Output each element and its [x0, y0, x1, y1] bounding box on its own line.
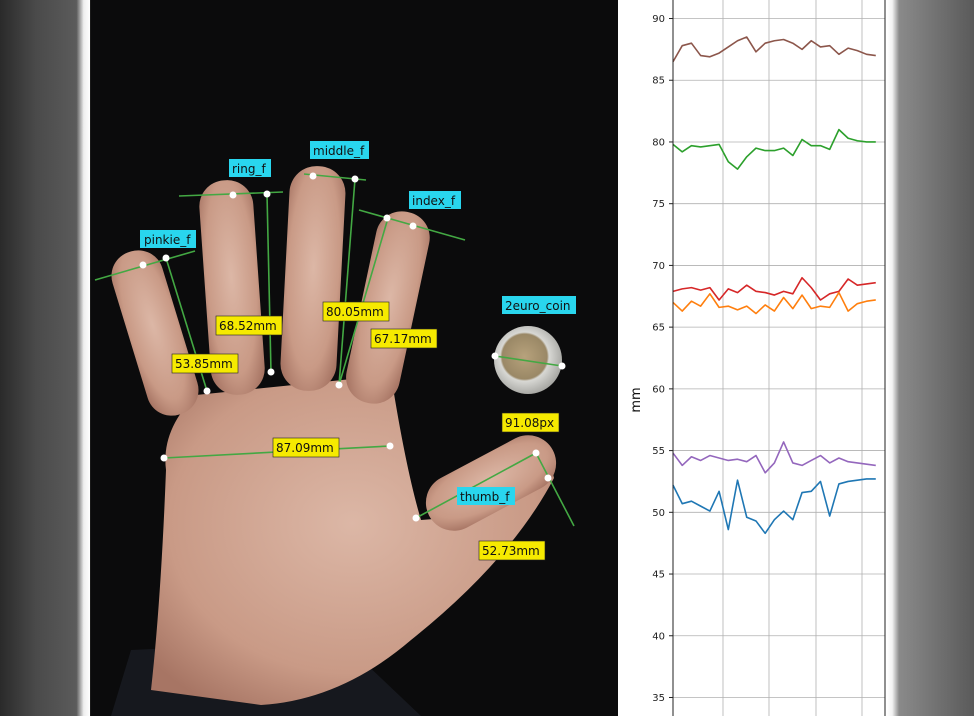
- y-tick-label: 90: [652, 14, 665, 25]
- y-tick-label: 85: [652, 76, 665, 87]
- point: [544, 474, 552, 482]
- value-box: [322, 301, 390, 322]
- palm-measure: 87.09mm: [276, 441, 334, 455]
- ring-label: ring_f: [232, 162, 266, 176]
- y-tick-label: 60: [652, 384, 665, 395]
- ring-measure: 68.52mm: [219, 319, 277, 333]
- pinkie-measure: 53.85mm: [175, 357, 233, 371]
- ring-length-line: [266, 193, 272, 373]
- thumb-base-line: [415, 452, 537, 519]
- middle-length-line: [338, 178, 356, 386]
- point: [532, 449, 540, 457]
- value-box: [215, 315, 283, 336]
- point: [491, 352, 499, 360]
- y-tick-label: 55: [652, 446, 665, 457]
- point: [229, 191, 237, 199]
- y-tick-label: 35: [652, 693, 665, 704]
- point: [263, 190, 271, 198]
- ring-finger: [199, 180, 265, 395]
- measurement-points: [139, 172, 566, 522]
- grid: [673, 0, 885, 716]
- point: [139, 261, 147, 269]
- y-ticks: 35 40 45 50 55 60 65 70 75 80 85 90: [652, 14, 673, 704]
- palm: [151, 375, 554, 705]
- index-measure: 67.17mm: [374, 332, 432, 346]
- point: [409, 222, 417, 230]
- middle-finger: [280, 166, 346, 391]
- y-tick-label: 50: [652, 508, 665, 519]
- thumb-length-line: [535, 452, 575, 527]
- middle-measure: 80.05mm: [326, 305, 384, 319]
- measurement-labels: 68.52mm 80.05mm 67.17mm 53.85mm 87.09mm …: [171, 301, 560, 561]
- separator: [618, 0, 628, 716]
- series-line-2: [672, 128, 876, 170]
- label-box: [409, 191, 461, 209]
- y-tick-label: 80: [652, 137, 665, 148]
- label-box: [310, 141, 369, 159]
- value-box: [501, 412, 560, 433]
- thumb-label: thumb_f: [460, 490, 510, 504]
- series-line-3: [672, 276, 876, 301]
- label-box: [502, 296, 576, 314]
- plot-frame: [672, 0, 886, 716]
- coin-diameter-line: [494, 355, 563, 367]
- coin-label: 2euro_coin: [505, 299, 571, 313]
- point: [309, 172, 317, 180]
- series-line-1: [672, 36, 876, 63]
- blurred-background-right: [887, 0, 974, 716]
- camera-view: pinkie_f ring_f middle_f index_f 2euro_c…: [91, 0, 618, 716]
- blurred-background-left: [0, 0, 90, 716]
- point: [558, 362, 566, 370]
- point: [383, 214, 391, 222]
- y-tick-label: 45: [652, 570, 665, 581]
- label-box: [140, 230, 196, 248]
- point: [335, 381, 343, 389]
- finger-labels: pinkie_f ring_f middle_f index_f 2euro_c…: [140, 141, 576, 505]
- camera-overlay: pinkie_f ring_f middle_f index_f 2euro_c…: [94, 141, 576, 716]
- point: [412, 514, 420, 522]
- measurement-chart: mm 35 40 45 50 55 60 65 70 75 80 85 90: [628, 0, 887, 716]
- point: [267, 368, 275, 376]
- series-lines: [672, 36, 876, 535]
- coin-measure: 91.08px: [505, 416, 554, 430]
- point: [386, 442, 394, 450]
- index-length-line: [338, 217, 389, 386]
- index-label: index_f: [412, 194, 456, 208]
- middle-label: middle_f: [313, 144, 365, 158]
- pinkie-finger: [111, 250, 199, 416]
- point: [203, 387, 211, 395]
- value-box: [272, 437, 340, 458]
- point: [160, 454, 168, 462]
- y-tick-label: 75: [652, 199, 665, 210]
- label-box: [229, 159, 271, 177]
- point: [162, 254, 170, 262]
- chart-canvas: mm 35 40 45 50 55 60 65 70 75 80 85 90: [629, 0, 886, 716]
- y-tick-label: 40: [652, 631, 665, 642]
- point: [351, 175, 359, 183]
- series-line-4: [672, 291, 876, 315]
- y-axis-label: mm: [629, 387, 644, 412]
- y-tick-label: 65: [652, 323, 665, 334]
- pinkie-label: pinkie_f: [144, 233, 191, 247]
- value-box: [478, 540, 546, 561]
- label-box: [457, 487, 515, 505]
- value-box: [171, 353, 239, 374]
- thumb-measure: 52.73mm: [482, 544, 540, 558]
- value-box: [370, 328, 438, 349]
- series-line-5: [672, 441, 876, 474]
- coin: [494, 326, 562, 394]
- y-tick-label: 70: [652, 261, 665, 272]
- series-line-6: [672, 478, 876, 535]
